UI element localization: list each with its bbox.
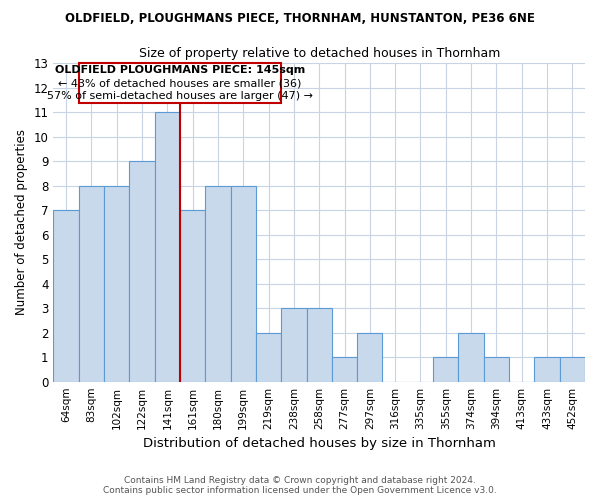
Bar (155, 112, 180, 382)
Bar (433, 357, 458, 382)
Bar (256, 332, 281, 382)
Bar (484, 357, 509, 382)
Bar (535, 357, 560, 382)
Text: 57% of semi-detached houses are larger (47) →: 57% of semi-detached houses are larger (… (47, 91, 313, 101)
Bar (230, 186, 256, 382)
Bar (180, 210, 205, 382)
Bar (458, 332, 484, 382)
Text: OLDFIELD PLOUGHMANS PIECE: 145sqm: OLDFIELD PLOUGHMANS PIECE: 145sqm (55, 66, 305, 76)
Y-axis label: Number of detached properties: Number of detached properties (15, 130, 28, 316)
Bar (560, 357, 585, 382)
Text: Contains HM Land Registry data © Crown copyright and database right 2024.
Contai: Contains HM Land Registry data © Crown c… (103, 476, 497, 495)
X-axis label: Distribution of detached houses by size in Thornham: Distribution of detached houses by size … (143, 437, 496, 450)
Bar (281, 308, 307, 382)
Bar (205, 186, 230, 382)
Bar (332, 357, 357, 382)
Title: Size of property relative to detached houses in Thornham: Size of property relative to detached ho… (139, 48, 500, 60)
Text: OLDFIELD, PLOUGHMANS PIECE, THORNHAM, HUNSTANTON, PE36 6NE: OLDFIELD, PLOUGHMANS PIECE, THORNHAM, HU… (65, 12, 535, 26)
Bar (130, 161, 155, 382)
Bar (79, 186, 104, 382)
Bar (53, 210, 79, 382)
Bar (307, 308, 332, 382)
Bar (357, 332, 382, 382)
FancyBboxPatch shape (79, 63, 281, 104)
Bar (104, 186, 130, 382)
Text: ← 43% of detached houses are smaller (36): ← 43% of detached houses are smaller (36… (58, 78, 302, 88)
